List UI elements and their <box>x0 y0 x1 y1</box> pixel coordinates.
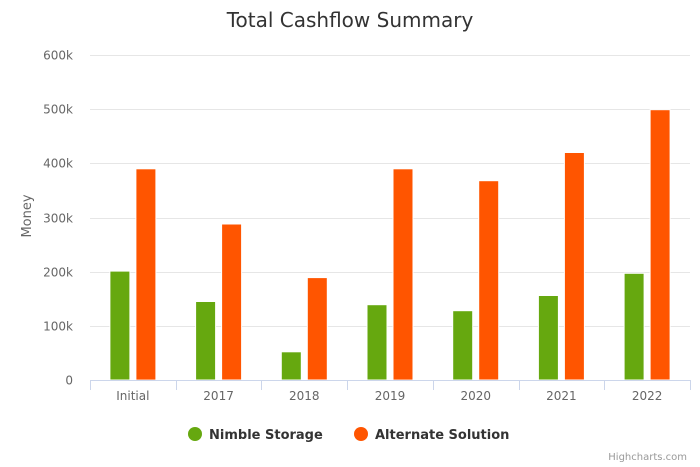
legend-item-alternate-solution[interactable]: Alternate Solution <box>354 427 509 443</box>
x-tick-label: Initial <box>116 389 149 403</box>
bar-alternate-solution[interactable] <box>649 109 671 381</box>
bar-alternate-solution[interactable] <box>478 180 500 381</box>
legend-item-nimble-storage[interactable]: Nimble Storage <box>188 427 323 443</box>
chart-title: Total Cashflow Summary <box>226 8 474 32</box>
x-tick-label: 2020 <box>460 389 491 403</box>
y-axis-label: Money <box>20 194 35 237</box>
bars <box>109 109 671 381</box>
bar-nimble-storage[interactable] <box>195 301 217 381</box>
bar-nimble-storage[interactable] <box>623 272 645 381</box>
x-tick-label: 2022 <box>632 389 663 403</box>
bar-nimble-storage[interactable] <box>452 310 474 381</box>
bar-nimble-storage[interactable] <box>537 295 559 381</box>
y-tick-label: 600k <box>43 49 73 63</box>
gridlines <box>90 55 690 327</box>
legend: Nimble Storage Alternate Solution <box>188 427 509 443</box>
bar-alternate-solution[interactable] <box>135 168 157 381</box>
x-tick-label: 2019 <box>375 389 406 403</box>
y-tick-label: 100k <box>43 320 73 334</box>
bar-nimble-storage[interactable] <box>366 304 388 381</box>
y-tick-label: 0 <box>65 374 73 388</box>
y-tick-label: 500k <box>43 103 73 117</box>
credits-link[interactable]: Highcharts.com <box>608 452 687 463</box>
bar-nimble-storage[interactable] <box>109 270 131 381</box>
x-tick-label: 2017 <box>203 389 234 403</box>
bar-nimble-storage[interactable] <box>280 351 302 381</box>
y-tick-label: 400k <box>43 157 73 171</box>
bar-alternate-solution[interactable] <box>221 223 243 381</box>
legend-label: Alternate Solution <box>375 428 509 443</box>
x-tick-label: 2018 <box>289 389 320 403</box>
bar-alternate-solution[interactable] <box>392 168 414 381</box>
x-tick-label: 2021 <box>546 389 577 403</box>
y-axis-ticks: 0 100k 200k 300k 400k 500k 600k <box>43 49 73 388</box>
bar-alternate-solution[interactable] <box>306 277 328 381</box>
legend-symbol <box>188 427 202 441</box>
legend-symbol <box>354 427 368 441</box>
y-tick-label: 300k <box>43 212 73 226</box>
y-tick-label: 200k <box>43 266 73 280</box>
legend-label: Nimble Storage <box>209 428 323 443</box>
x-axis: Initial 2017 2018 2019 2020 2021 2022 <box>90 380 691 403</box>
bar-alternate-solution[interactable] <box>563 152 585 381</box>
